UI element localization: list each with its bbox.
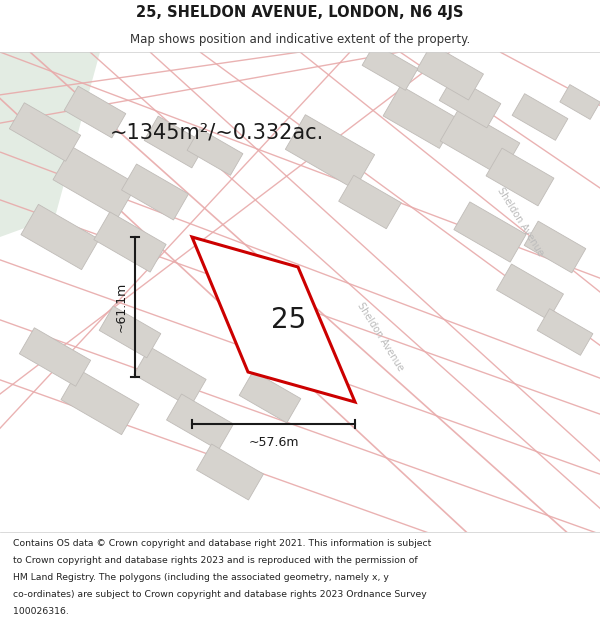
Text: 25, SHELDON AVENUE, LONDON, N6 4JS: 25, SHELDON AVENUE, LONDON, N6 4JS xyxy=(136,6,464,21)
Polygon shape xyxy=(19,328,91,386)
Polygon shape xyxy=(134,347,206,407)
Polygon shape xyxy=(53,147,137,218)
Polygon shape xyxy=(187,129,243,176)
Text: Sheldon Avenue: Sheldon Avenue xyxy=(495,186,545,258)
Polygon shape xyxy=(94,212,166,272)
Polygon shape xyxy=(167,394,233,450)
Polygon shape xyxy=(512,94,568,141)
Polygon shape xyxy=(61,369,139,434)
Polygon shape xyxy=(454,202,526,262)
Polygon shape xyxy=(122,164,188,220)
Polygon shape xyxy=(64,86,126,138)
Polygon shape xyxy=(383,86,457,148)
Text: HM Land Registry. The polygons (including the associated geometry, namely x, y: HM Land Registry. The polygons (includin… xyxy=(13,573,389,582)
Polygon shape xyxy=(560,84,600,119)
Polygon shape xyxy=(10,102,80,161)
Polygon shape xyxy=(537,309,593,356)
Text: Contains OS data © Crown copyright and database right 2021. This information is : Contains OS data © Crown copyright and d… xyxy=(13,539,431,548)
Polygon shape xyxy=(99,306,161,358)
Polygon shape xyxy=(239,371,301,423)
Polygon shape xyxy=(286,114,374,189)
Text: Sheldon Avenue: Sheldon Avenue xyxy=(355,301,405,373)
Text: 100026316.: 100026316. xyxy=(13,608,69,616)
Text: co-ordinates) are subject to Crown copyright and database rights 2023 Ordnance S: co-ordinates) are subject to Crown copyr… xyxy=(13,590,427,599)
Polygon shape xyxy=(144,116,206,168)
Polygon shape xyxy=(524,221,586,273)
Text: to Crown copyright and database rights 2023 and is reproduced with the permissio: to Crown copyright and database rights 2… xyxy=(13,556,418,565)
Text: ~57.6m: ~57.6m xyxy=(248,436,299,449)
Polygon shape xyxy=(338,175,401,229)
Polygon shape xyxy=(362,44,418,91)
Polygon shape xyxy=(0,52,100,237)
Text: ~1345m²/~0.332ac.: ~1345m²/~0.332ac. xyxy=(110,122,324,142)
Text: 25: 25 xyxy=(271,306,306,334)
Polygon shape xyxy=(440,108,520,176)
Polygon shape xyxy=(497,264,563,320)
Text: Map shows position and indicative extent of the property.: Map shows position and indicative extent… xyxy=(130,32,470,46)
Polygon shape xyxy=(192,237,355,402)
Polygon shape xyxy=(21,204,99,269)
Polygon shape xyxy=(439,76,501,128)
Polygon shape xyxy=(197,444,263,500)
Text: ~61.1m: ~61.1m xyxy=(115,282,128,332)
Polygon shape xyxy=(416,44,484,100)
Polygon shape xyxy=(486,148,554,206)
